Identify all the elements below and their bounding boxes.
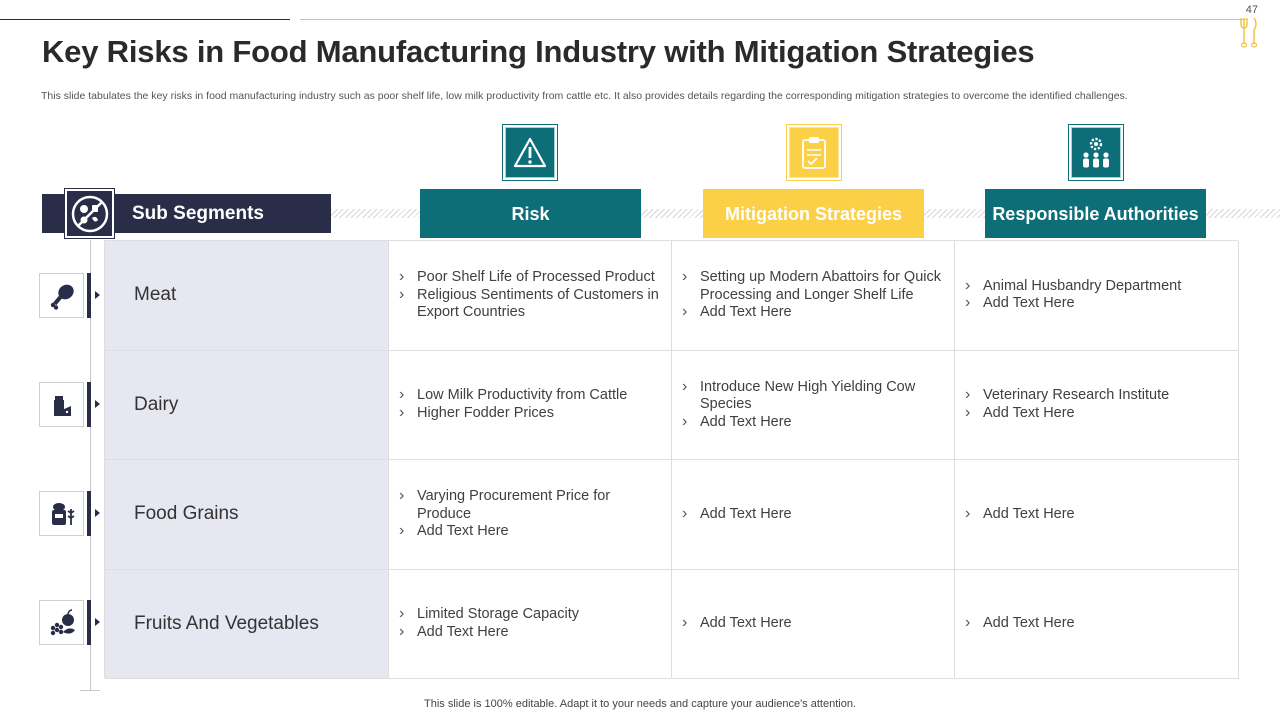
chicken-leg-icon — [50, 284, 74, 310]
cutlery-icon — [1240, 18, 1258, 48]
risk-cell: Varying Procurement Price for Produce Ad… — [389, 460, 672, 570]
authority-cell: Animal Husbandry Department Add Text Her… — [955, 241, 1239, 351]
mitigation-cell: Add Text Here — [672, 460, 955, 570]
fruit-basket-icon — [50, 608, 75, 635]
list-item: Add Text Here — [397, 522, 663, 541]
segment-cell: Meat — [105, 241, 389, 351]
responsible-icon-box — [1068, 124, 1124, 181]
hatch-band — [641, 209, 703, 218]
team-gear-icon — [1083, 137, 1109, 167]
responsible-header: Responsible Authorities — [985, 189, 1206, 238]
clipboard-icon — [802, 136, 826, 169]
list-item: Add Text Here — [963, 294, 1230, 313]
footer-note: This slide is 100% editable. Adapt it to… — [424, 698, 856, 710]
row-marker-arrow — [95, 400, 100, 408]
list-item: Add Text Here — [963, 404, 1230, 423]
risk-header: Risk — [420, 189, 641, 238]
list-item: Introduce New High Yielding Cow Species — [680, 378, 946, 414]
row-marker — [87, 491, 91, 536]
top-divider-left — [0, 19, 290, 20]
timeline-foot — [80, 690, 100, 691]
row-marker-arrow — [95, 618, 100, 626]
list-item: Add Text Here — [680, 614, 946, 633]
risk-cell: Poor Shelf Life of Processed Product Rel… — [389, 241, 672, 351]
risk-table: Meat Poor Shelf Life of Processed Produc… — [104, 240, 1239, 679]
row-icon-fruits — [39, 600, 84, 645]
sub-segments-badge — [64, 188, 115, 239]
segment-cell: Dairy — [105, 350, 389, 460]
list-item: Add Text Here — [963, 614, 1230, 633]
hatch-band — [331, 209, 420, 218]
list-item: Higher Fodder Prices — [397, 404, 663, 423]
list-item: Add Text Here — [963, 505, 1230, 524]
risk-cell: Limited Storage Capacity Add Text Here — [389, 569, 672, 679]
list-item: Religious Sentiments of Customers in Exp… — [397, 286, 663, 322]
row-icon-meat — [39, 273, 84, 318]
row-icon-food-grains — [39, 491, 84, 536]
grain-jar-icon — [51, 502, 74, 525]
list-item: Limited Storage Capacity — [397, 605, 663, 624]
list-item: Add Text Here — [680, 413, 946, 432]
list-item: Low Milk Productivity from Cattle — [397, 386, 663, 405]
page-number: 47 — [1245, 4, 1258, 16]
hatch-band — [1206, 209, 1280, 218]
milk-cheese-icon — [53, 395, 71, 416]
row-icon-dairy — [39, 382, 84, 427]
segment-cell: Fruits And Vegetables — [105, 569, 389, 679]
no-food-icon — [71, 195, 108, 232]
mitigation-icon-box — [786, 124, 842, 181]
row-marker — [87, 382, 91, 427]
authority-cell: Add Text Here — [955, 460, 1239, 570]
risk-icon-box — [502, 124, 558, 181]
mitigation-header: Mitigation Strategies — [703, 189, 924, 238]
page-title: Key Risks in Food Manufacturing Industry… — [42, 34, 1035, 69]
list-item: Add Text Here — [680, 303, 946, 322]
authority-cell: Add Text Here — [955, 569, 1239, 679]
timeline-line — [90, 240, 91, 690]
segment-cell: Food Grains — [105, 460, 389, 570]
risk-cell: Low Milk Productivity from Cattle Higher… — [389, 350, 672, 460]
hatch-band — [924, 209, 985, 218]
list-item: Setting up Modern Abattoirs for Quick Pr… — [680, 268, 946, 304]
mitigation-cell: Introduce New High Yielding Cow Species … — [672, 350, 955, 460]
list-item: Varying Procurement Price for Produce — [397, 487, 663, 523]
page-subtitle: This slide tabulates the key risks in fo… — [41, 90, 1128, 102]
authority-cell: Veterinary Research Institute Add Text H… — [955, 350, 1239, 460]
mitigation-cell: Add Text Here — [672, 569, 955, 679]
list-item: Veterinary Research Institute — [963, 386, 1230, 405]
sub-segments-label: Sub Segments — [132, 203, 264, 224]
row-marker-arrow — [95, 291, 100, 299]
mitigation-cell: Setting up Modern Abattoirs for Quick Pr… — [672, 241, 955, 351]
list-item: Add Text Here — [397, 623, 663, 642]
row-marker-arrow — [95, 509, 100, 517]
top-divider-right — [300, 19, 1246, 20]
row-marker — [87, 600, 91, 645]
row-marker — [87, 273, 91, 318]
list-item: Poor Shelf Life of Processed Product — [397, 268, 663, 287]
list-item: Animal Husbandry Department — [963, 277, 1230, 296]
warning-icon — [513, 137, 547, 167]
list-item: Add Text Here — [680, 505, 946, 524]
